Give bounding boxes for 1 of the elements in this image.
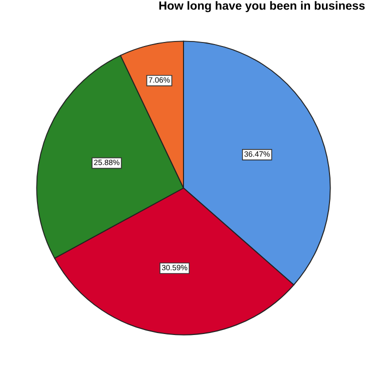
chart-title: How long have you been in business (159, 1, 365, 12)
